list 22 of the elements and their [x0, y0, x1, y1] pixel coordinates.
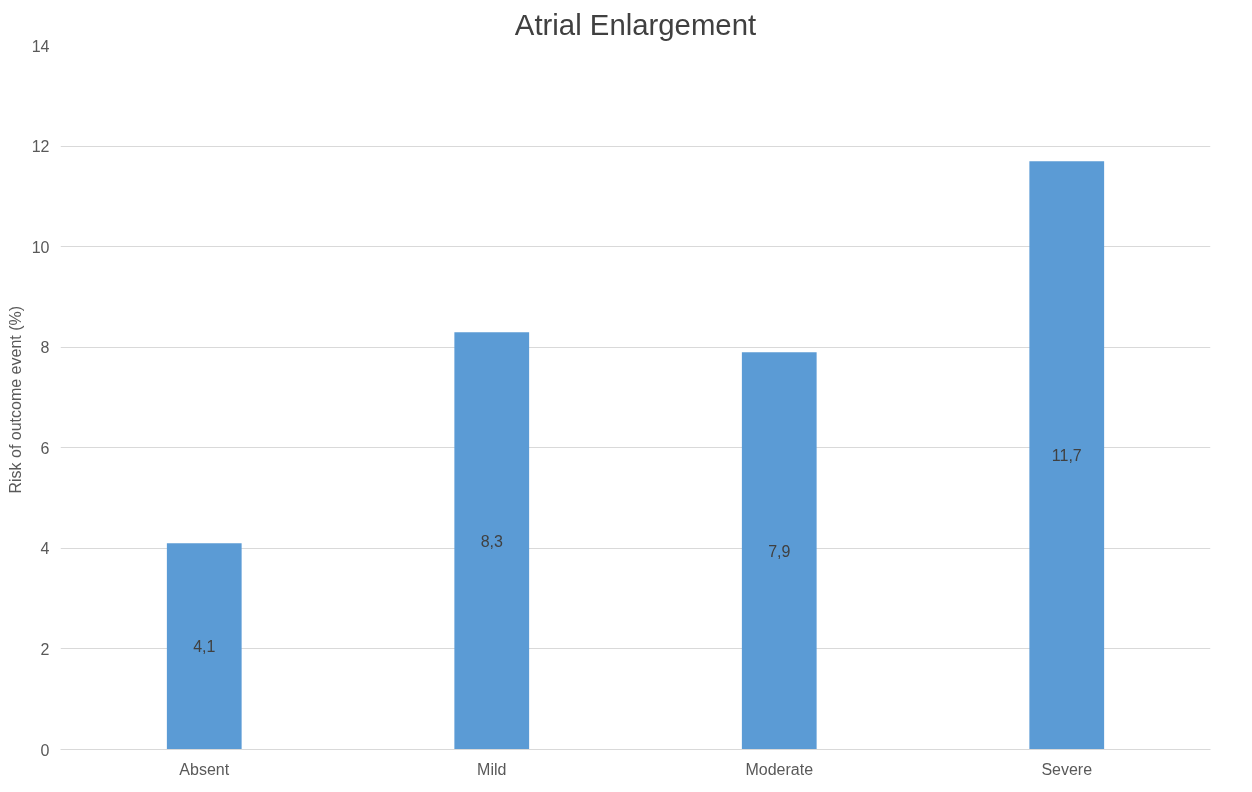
y-tick-label: 12	[31, 138, 50, 156]
y-tick-label: 8	[40, 339, 50, 357]
y-tick-label: 4	[40, 540, 50, 558]
x-tick-label: Absent	[179, 760, 230, 778]
x-tick-label: Mild	[477, 760, 507, 778]
bar	[1029, 161, 1105, 750]
data-label: 11,7	[1051, 447, 1082, 465]
data-label: 8,3	[480, 532, 503, 550]
bar	[166, 543, 242, 750]
y-tick-label: 10	[31, 238, 50, 256]
bar	[454, 332, 530, 750]
chart-title: Atrial Enlargement	[514, 7, 757, 41]
y-tick-label: 0	[40, 741, 50, 759]
y-tick-label: 14	[31, 37, 50, 55]
y-tick-label: 2	[40, 640, 50, 658]
data-label: 7,9	[768, 542, 791, 560]
y-tick-label: 6	[40, 439, 50, 457]
data-label: 4,1	[193, 638, 216, 656]
y-axis-title: Risk of outcome event (%)	[6, 305, 24, 494]
bar	[741, 352, 817, 750]
x-tick-label: Moderate	[745, 760, 814, 778]
x-tick-label: Severe	[1041, 760, 1093, 778]
